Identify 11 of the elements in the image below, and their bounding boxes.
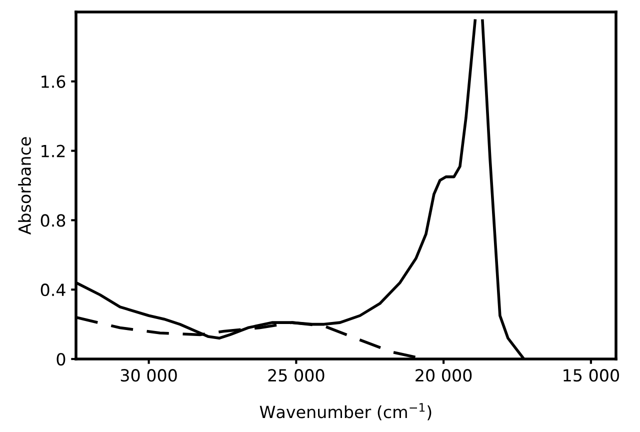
x-tick-label: 30 000	[120, 369, 177, 382]
y-axis-title: Absorbance	[18, 137, 31, 235]
y-tick-label: 1.2	[42, 144, 65, 158]
x-tick-label: 25 000	[268, 369, 324, 382]
y-tick-label: 0.8	[40, 214, 66, 227]
x-tick-label: 20 000	[416, 369, 472, 382]
x-axis-title: Wavenumber (cm$^{−1}$)	[260, 403, 432, 420]
y-tick-label: 1.6	[42, 75, 66, 88]
y-tick-label: 0	[56, 352, 66, 366]
y-tick-label: 0.4	[40, 284, 66, 296]
x-tick-label: 15 000	[564, 369, 619, 382]
